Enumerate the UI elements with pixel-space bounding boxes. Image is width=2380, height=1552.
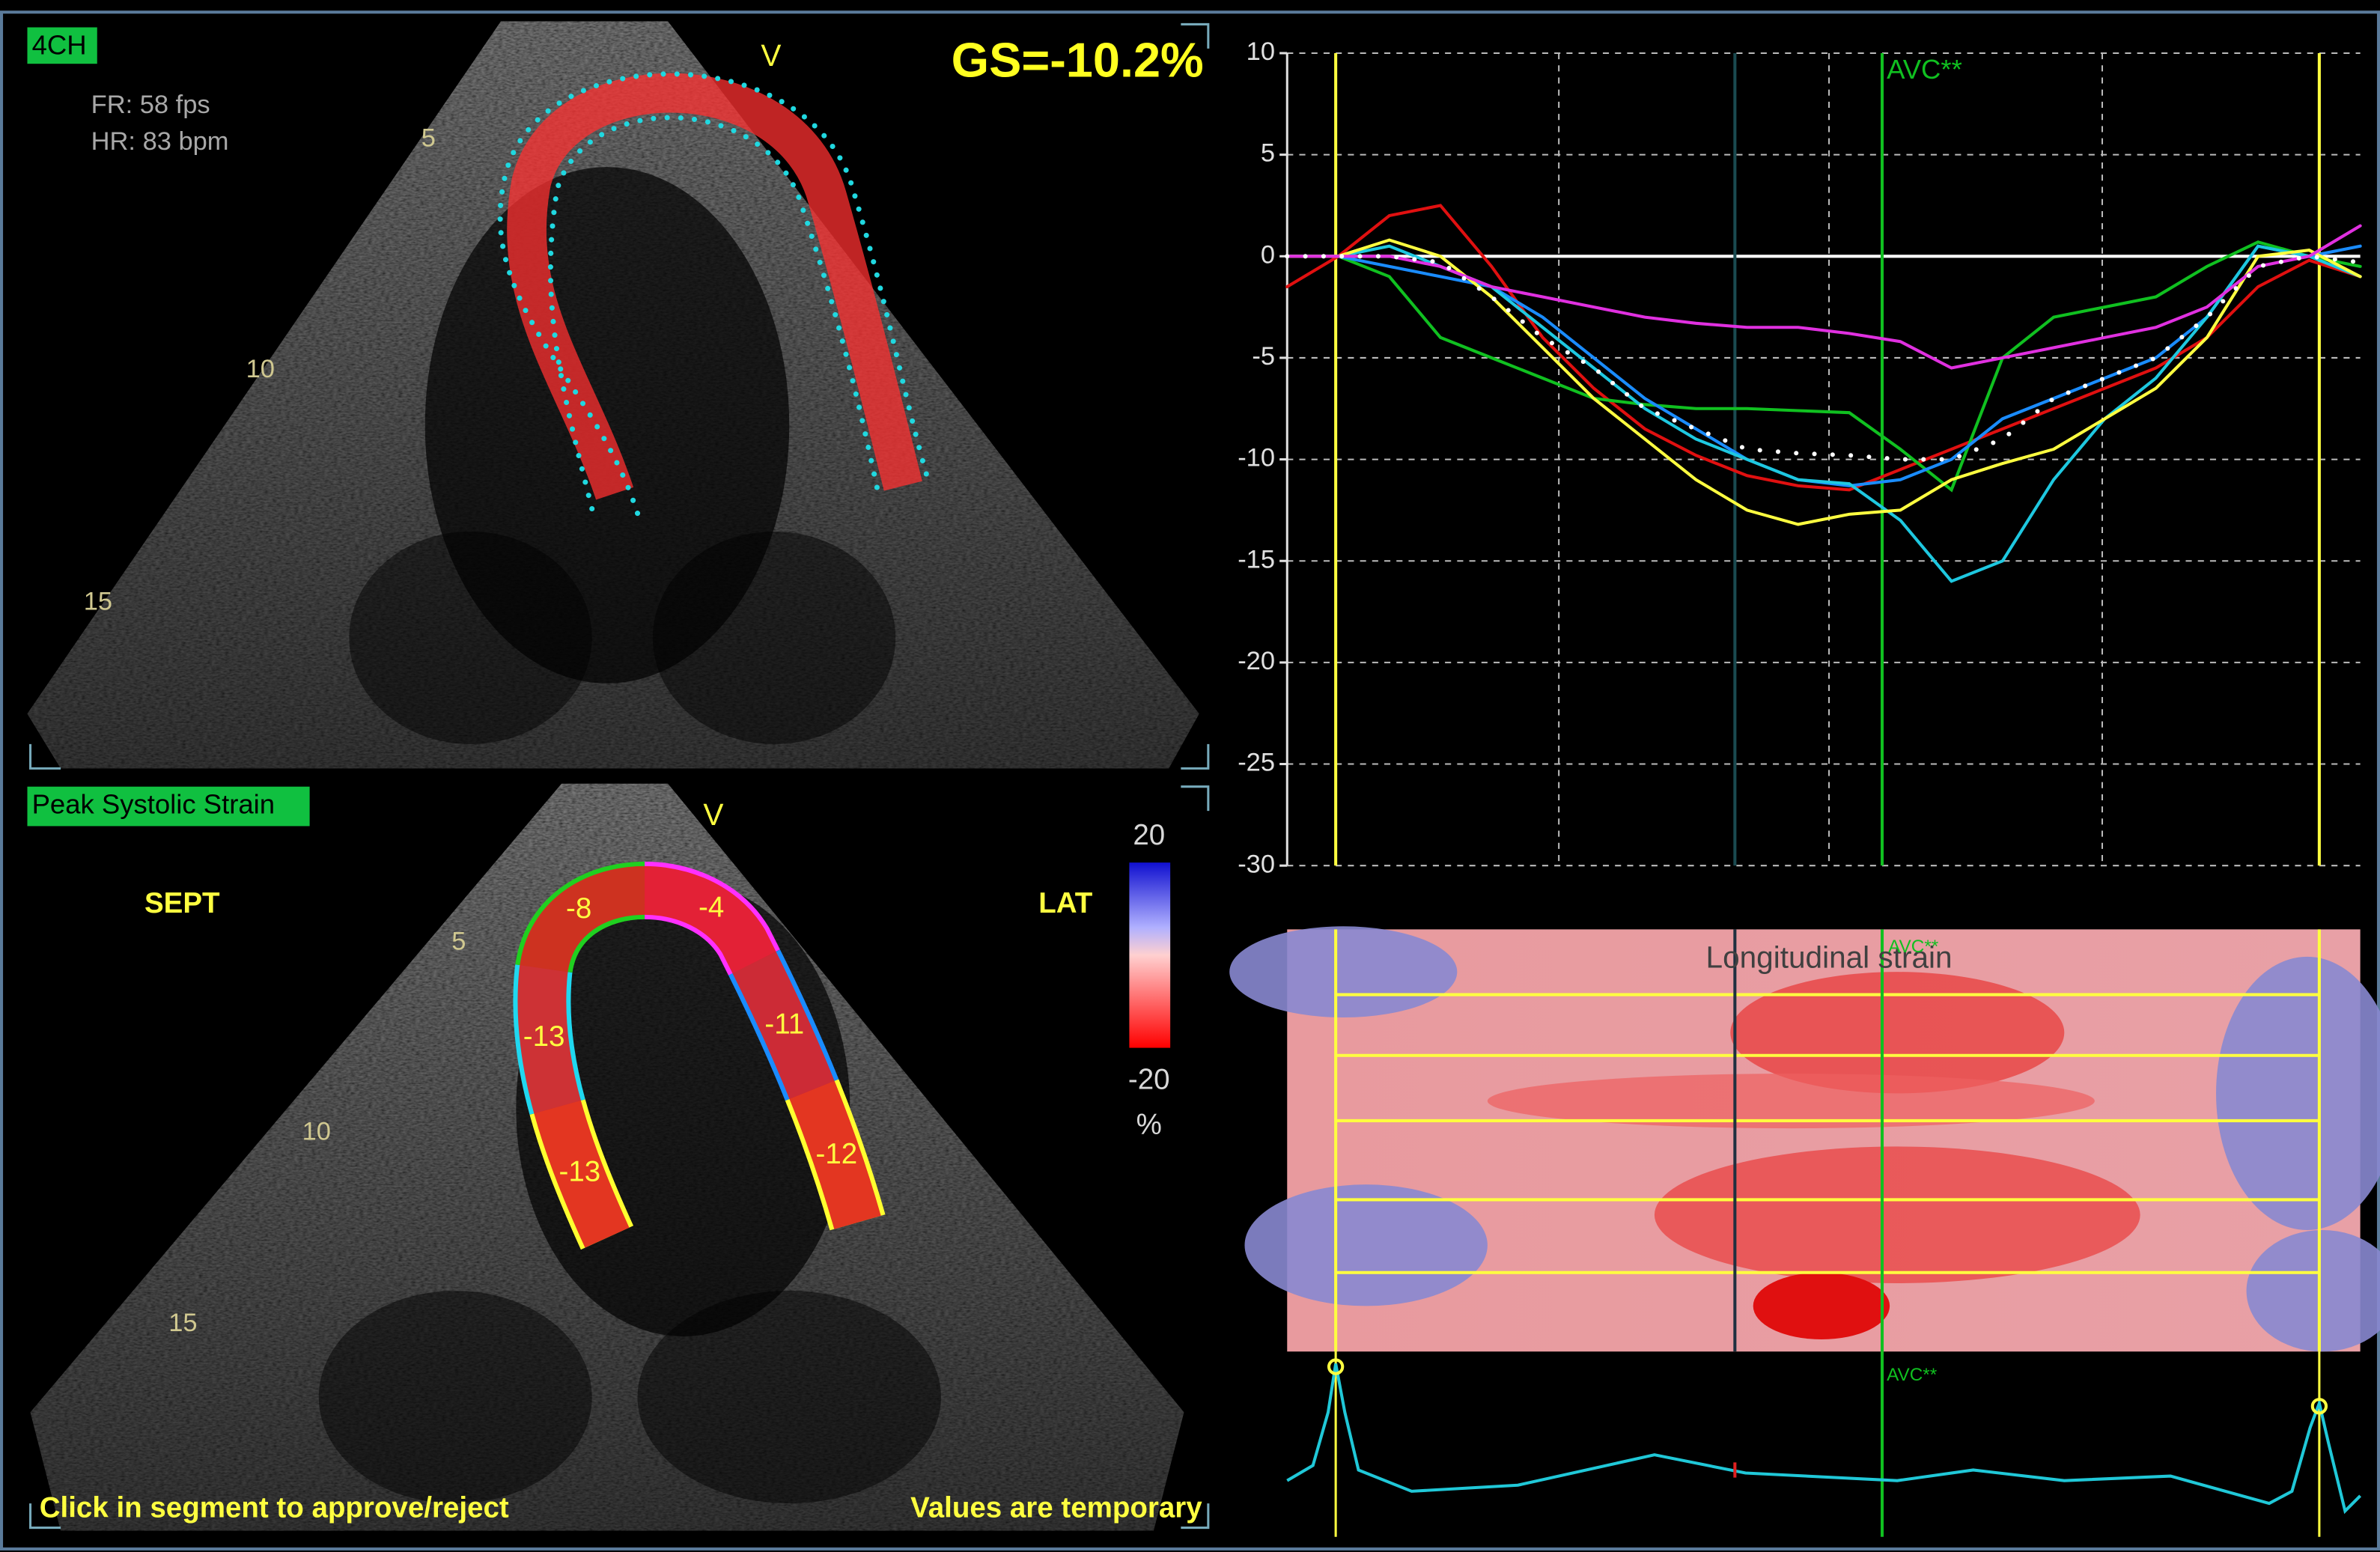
footer-hint: Click in segment to approve/reject	[40, 1491, 509, 1524]
y-tick-label: -25	[1238, 749, 1275, 777]
depth-label: 10	[246, 355, 275, 383]
scale-max: 20	[1133, 819, 1165, 851]
frame	[0, 10, 2380, 1551]
depth-label: 5	[451, 928, 466, 956]
tracking-points	[497, 71, 932, 517]
y-tick-label: -5	[1252, 342, 1275, 371]
view-badge	[27, 27, 97, 64]
lateral-label: LAT	[1038, 887, 1092, 919]
scale-min: -20	[1128, 1063, 1170, 1095]
depth-label: 5	[421, 124, 436, 153]
ecg-annotation: AVC**	[1887, 1365, 1938, 1385]
ecg-peak	[2310, 1398, 2328, 1415]
color-scale	[1129, 862, 1171, 1048]
segment-value[interactable]: -11	[764, 1008, 804, 1040]
y-tick-label: -20	[1238, 647, 1275, 675]
frame-rate: FR: 58 fps	[91, 91, 210, 119]
corner	[1181, 785, 1210, 812]
segment-value[interactable]: -13	[559, 1155, 601, 1187]
strain-curve	[1285, 204, 2362, 492]
depth-label: 15	[84, 587, 112, 615]
avc-label: AVC**	[1887, 54, 1962, 85]
corner	[1181, 743, 1210, 770]
map-annotation: AVC**	[1888, 937, 1939, 957]
panel-title: Peak Systolic Strain	[32, 789, 276, 820]
segment-value[interactable]: -4	[699, 891, 724, 923]
map-title: Longitudinal strain	[1706, 940, 1953, 975]
view-label: 4CH	[32, 30, 87, 61]
segment-band: -13 -13 -8 -4 -11 -12	[513, 861, 886, 1250]
corner	[1181, 22, 1210, 49]
heart-rate: HR: 83 bpm	[91, 127, 229, 156]
y-tick-label: 5	[1261, 139, 1275, 168]
strain-curve	[1285, 240, 2362, 493]
y-tick-label: 10	[1247, 37, 1275, 66]
y-tick-label: 0	[1261, 240, 1275, 269]
segment-value[interactable]: -8	[566, 892, 591, 925]
global-strain: GS=-10.2%	[952, 32, 1204, 87]
segment-fill	[517, 865, 881, 1248]
corner	[29, 1503, 61, 1530]
title-badge	[27, 786, 310, 827]
corner	[1181, 1503, 1210, 1530]
y-tick-label: -30	[1238, 850, 1275, 878]
y-tick-label: -10	[1238, 444, 1275, 472]
segment-value[interactable]: -12	[816, 1138, 858, 1170]
marker: V	[761, 38, 781, 73]
myocardium-strip	[507, 73, 922, 500]
y-tick-label: -15	[1238, 545, 1275, 573]
segment-value[interactable]: -13	[523, 1020, 565, 1053]
corner	[29, 743, 61, 770]
depth-label: 15	[168, 1309, 197, 1337]
strain-map	[1229, 926, 2380, 1352]
depth-label: 10	[302, 1117, 331, 1145]
marker: V	[703, 797, 723, 832]
strain-curve	[1285, 254, 2363, 462]
septal-label: SEPT	[144, 887, 220, 919]
tracking-points	[547, 115, 880, 512]
scale-unit: %	[1136, 1109, 1162, 1141]
strain-curve	[1285, 224, 2362, 370]
footer-note: Values are temporary	[910, 1491, 1202, 1524]
strain-chart: 10 5 0 -5 -10 -15 -20 -25 -30 AVC**	[1238, 37, 2363, 878]
ecg-peak	[1327, 1358, 1345, 1375]
